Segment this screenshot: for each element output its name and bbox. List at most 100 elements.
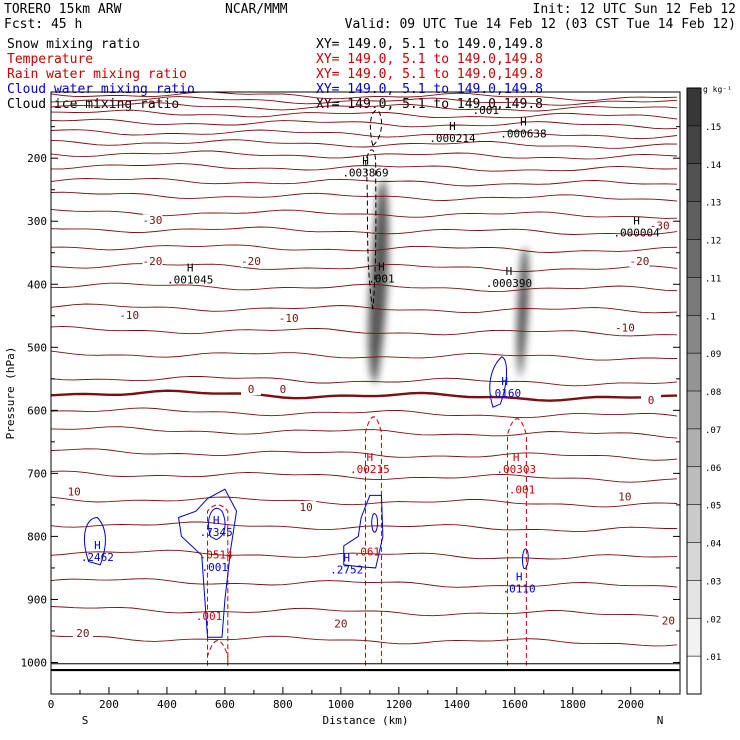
y-tick-label: 900 — [27, 593, 47, 606]
temperature-contour — [51, 177, 678, 187]
temperature-label: -10 — [279, 312, 299, 325]
temperature-label: -10 — [119, 309, 139, 322]
colorbar-segment — [687, 239, 701, 278]
label-bg — [641, 393, 662, 406]
colorbar-segment — [687, 504, 701, 543]
label-bg — [330, 617, 351, 630]
maximum-h-marker: H — [378, 260, 385, 273]
cloud-water-contour — [522, 548, 529, 570]
temperature-contour — [51, 303, 678, 314]
contour-label: .001 — [473, 104, 500, 117]
temperature-label: 10 — [68, 485, 81, 498]
colorbar-label: .14 — [705, 161, 721, 171]
label-bg — [272, 383, 293, 396]
label-bg — [241, 255, 262, 268]
x-end-right: N — [657, 714, 664, 727]
temperature-label: 20 — [76, 627, 89, 640]
temperature-contour — [51, 606, 678, 619]
field-name: Rain water mixing ratio — [7, 67, 187, 82]
temperature-contour — [51, 578, 678, 588]
temperature-label: 0 — [648, 394, 655, 407]
colorbar-label: .01 — [705, 653, 721, 663]
colorbar-segment — [687, 201, 701, 240]
temperature-contour — [51, 129, 678, 140]
maximum-value: .000214 — [429, 132, 476, 145]
label-bg — [614, 321, 635, 334]
label-bg — [72, 627, 93, 640]
temperature-contour — [51, 163, 678, 172]
x-tick-label: 800 — [273, 698, 293, 711]
field-xy: XY= 149.0, 5.1 to 149.0,149.8 — [316, 82, 543, 97]
temperature-contour — [51, 191, 678, 202]
maximum-h-marker: H — [520, 115, 527, 128]
temperature-contour — [51, 350, 678, 361]
cloud-ice-contour — [364, 149, 377, 310]
colorbar-label: .09 — [705, 350, 721, 360]
cloud-water-contour — [489, 356, 507, 408]
rain-contour — [207, 504, 229, 666]
valid-time: Valid: 09 UTC Tue 14 Feb 12 (03 CST Tue … — [345, 17, 736, 32]
colorbar-label: .02 — [705, 615, 721, 625]
temperature-contour — [51, 109, 678, 120]
y-tick-label: 600 — [27, 404, 47, 417]
x-tick-label: 600 — [215, 698, 235, 711]
field-name: Snow mixing ratio — [7, 37, 140, 52]
temperature-label: -30 — [143, 214, 163, 227]
field-name: Cloud water mixing ratio — [7, 82, 195, 97]
temperature-contour — [51, 375, 678, 387]
temperature-contour — [51, 96, 678, 106]
y-tick-label: 400 — [27, 278, 47, 291]
maximum-value: .2462 — [81, 551, 114, 564]
colorbar-segment — [687, 542, 701, 581]
y-tick-label: 700 — [27, 467, 47, 480]
field-name: Temperature — [7, 52, 93, 67]
init-time: Init: 12 UTC Sun 12 Feb 12 — [533, 2, 737, 17]
label-bg — [296, 501, 317, 514]
maximum-value: .00215 — [350, 463, 390, 476]
colorbar-segment — [687, 315, 701, 354]
x-axis-label: Distance (km) — [322, 714, 408, 727]
field-name: Cloud ice mixing ratio — [7, 97, 179, 112]
temperature-contour — [51, 448, 678, 461]
x-tick-label: 1000 — [328, 698, 355, 711]
temperature-contour — [51, 282, 678, 293]
temperature-contour — [51, 244, 678, 253]
temperature-contour — [51, 635, 678, 647]
label-bg — [658, 614, 679, 627]
cloud-water-contour — [371, 513, 378, 533]
maximum-value: .7345 — [200, 526, 233, 539]
maximum-h-marker: H — [213, 514, 220, 527]
maximum-value: .0160 — [488, 387, 521, 400]
forecast-hour: Fcst: 45 h — [4, 17, 82, 32]
organization: NCAR/MMM — [225, 2, 288, 17]
temperature-contour — [51, 470, 678, 483]
temperature-contour — [51, 389, 678, 402]
colorbar-label: .13 — [705, 199, 721, 209]
colorbar-segment — [687, 88, 701, 126]
temperature-contour — [51, 426, 678, 439]
x-tick-label: 1200 — [386, 698, 413, 711]
maximum-value: .000004 — [613, 226, 660, 239]
maximum-value: .00303 — [496, 463, 536, 476]
x-tick-label: 0 — [48, 698, 55, 711]
colorbar-label: .05 — [705, 502, 721, 512]
colorbar-label: .06 — [705, 464, 721, 474]
rain-contour — [207, 640, 229, 666]
label-bg — [614, 490, 635, 503]
colorbar-segment — [687, 125, 701, 164]
cloud-ice-contour — [369, 109, 383, 147]
temperature-contour — [51, 92, 678, 102]
colorbar-segment — [687, 277, 701, 316]
colorbar-label: .11 — [705, 274, 721, 284]
label-bg — [629, 255, 650, 268]
x-tick-label: 1800 — [560, 698, 587, 711]
y-tick-label: 500 — [27, 341, 47, 354]
contour-label: .0514 — [200, 548, 233, 561]
field-xy: XY= 149.0, 5.1 to 149.0,149.8 — [316, 52, 543, 67]
maximum-value: .001 — [368, 272, 395, 285]
x-tick-label: 200 — [99, 698, 119, 711]
maximum-h-marker: H — [362, 154, 369, 167]
temperature-contour — [51, 150, 678, 160]
label-bg — [278, 311, 299, 324]
